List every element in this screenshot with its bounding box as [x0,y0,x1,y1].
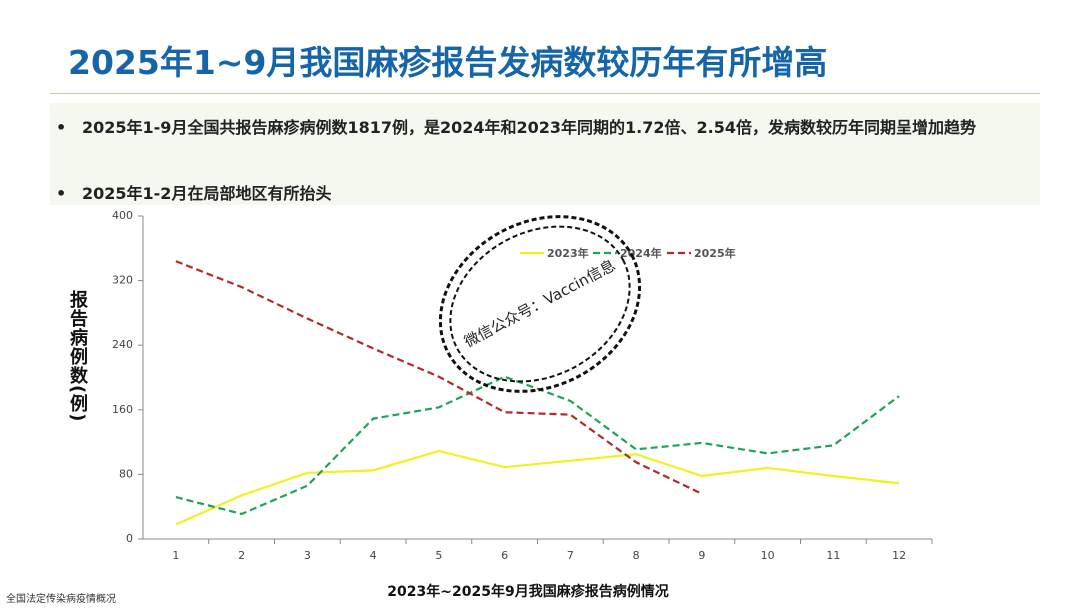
x-tick-label: 2 [238,549,245,562]
watermark-text: 微信公众号：Vaccin信息 [461,256,618,351]
x-tick-label: 10 [761,549,775,562]
series-line [175,375,900,516]
bullet-box: 2025年1-9月全国共报告麻疹病例数1817例，是2024年和2023年同期的… [50,103,1040,210]
x-tick-label: 12 [892,549,906,562]
y-tick-label: 0 [126,532,133,545]
x-tick-label: 7 [567,549,574,562]
legend-label: 2025年 [694,246,736,260]
footnote: 全国法定传染病疫情概况 [6,594,116,605]
x-tick-label: 4 [370,549,377,562]
watermark-ring [438,215,642,393]
x-tick-label: 8 [633,549,640,562]
watermark-ring [449,225,631,383]
x-tick-label: 11 [826,549,840,562]
y-axis-label: 报告病例数(例) [67,290,88,423]
x-tick-label: 6 [501,549,508,562]
title-rule [50,93,1040,94]
x-tick-label: 1 [172,549,179,562]
x-axis-title: 2023年~2025年9月我国麻疹报告病例情况 [387,583,668,600]
slide-title: 2025年1~9月我国麻疹报告发病数较历年有所增高 [68,43,828,82]
x-tick-label: 3 [304,549,311,562]
watermark: 微信公众号：Vaccin信息 [438,215,642,393]
x-tick-label: 9 [698,549,705,562]
y-tick-label: 240 [112,338,133,351]
bullet: 2025年1-2月在局部地区有所抬头 [56,177,1022,210]
series-line [175,260,703,495]
y-tick-label: 160 [112,403,133,416]
x-tick-label: 5 [435,549,442,562]
legend-label: 2023年 [547,246,589,260]
bullet: 2025年1-9月全国共报告麻疹病例数1817例，是2024年和2023年同期的… [56,111,1022,144]
y-tick-label: 80 [119,467,133,480]
y-tick-label: 320 [112,274,133,287]
y-tick-label: 400 [112,209,133,222]
legend-label: 2024年 [620,246,662,260]
series-line [175,449,900,526]
